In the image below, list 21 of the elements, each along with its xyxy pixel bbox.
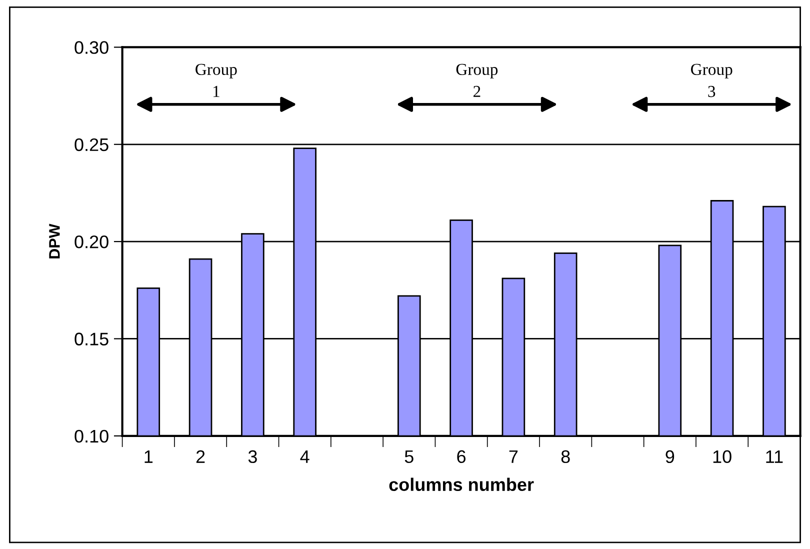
annotation: Group 3 bbox=[691, 64, 732, 98]
x-tick-label: 4 bbox=[300, 450, 310, 463]
x-tick-label: 9 bbox=[666, 450, 674, 464]
x-axis-title: columns number bbox=[389, 478, 534, 491]
annotation: Group 1 bbox=[196, 64, 237, 97]
x-tick-label: 11 bbox=[766, 450, 783, 463]
x-tick-label: 2 bbox=[196, 450, 205, 463]
x-tick-label: 8 bbox=[561, 450, 570, 464]
x-tick-label: 1 bbox=[144, 450, 153, 463]
y-tick-label: 0.20 bbox=[74, 235, 108, 248]
y-tick-label: 0.10 bbox=[74, 430, 108, 443]
x-tick-label: 7 bbox=[509, 450, 518, 463]
annotation: Group 2 bbox=[456, 64, 498, 97]
y-tick-label: 0.15 bbox=[74, 332, 108, 346]
y-tick-label: 0.30 bbox=[74, 41, 108, 54]
y-tick-label: 0.25 bbox=[74, 138, 108, 152]
x-tick-label: 10 bbox=[713, 450, 732, 464]
x-tick-label: 3 bbox=[248, 450, 257, 464]
x-tick-label: 5 bbox=[404, 450, 414, 464]
y-axis-title: DPW bbox=[49, 224, 60, 258]
x-tick-label: 6 bbox=[457, 450, 466, 464]
